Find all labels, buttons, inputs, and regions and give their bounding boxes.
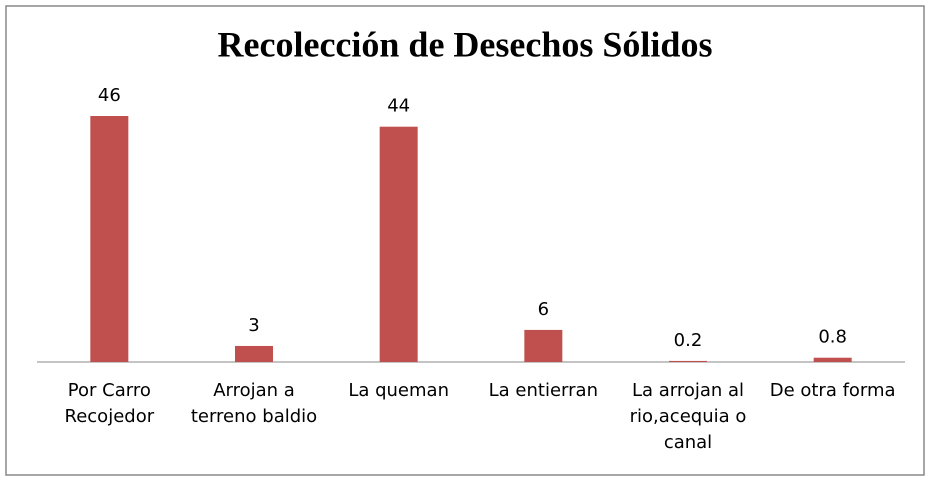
value-label: 46	[98, 85, 121, 106]
bar	[813, 357, 852, 362]
chart-title: Recolección de Desechos Sólidos	[218, 24, 713, 64]
bar	[669, 360, 707, 362]
bar	[235, 345, 273, 362]
value-label: 0.2	[674, 330, 703, 351]
bar	[379, 126, 418, 363]
x-tick-label: La entierran	[488, 380, 598, 401]
value-label: 0.8	[818, 327, 847, 348]
chart-border	[5, 5, 925, 476]
value-label: 6	[538, 299, 549, 320]
x-tick-label: Por Carro Recojedor	[64, 380, 155, 427]
x-tick-label: Arrojan a terreno baldio	[190, 380, 318, 427]
x-tick-label: La queman	[348, 380, 449, 401]
value-label: 3	[248, 315, 259, 336]
x-tick-label: De otra forma	[769, 380, 896, 401]
bar	[524, 329, 563, 362]
x-tick-label: La arrojan al rio,acequia o canal	[629, 380, 747, 453]
value-label: 44	[387, 96, 410, 117]
bar	[90, 116, 129, 362]
